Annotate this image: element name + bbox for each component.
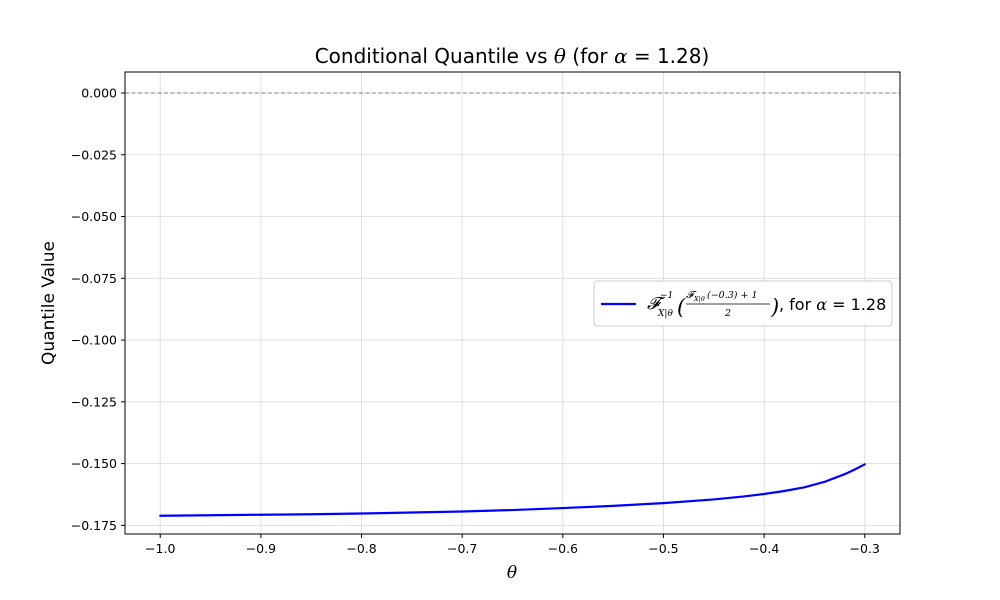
svg-text:(: (	[677, 295, 686, 319]
y-tick-label: −0.075	[71, 271, 117, 286]
y-tick-label: 0.000	[81, 86, 117, 101]
y-axis-ticks: 0.000 −0.025 −0.050 −0.075 −0.100 −0.125 −0.15…	[71, 86, 125, 533]
y-tick-label: −0.175	[71, 518, 117, 533]
y-tick-label: −0.025	[71, 147, 117, 162]
x-tick-label: −1.0	[145, 541, 175, 556]
x-tick-label: −0.7	[447, 541, 477, 556]
legend-label: , for α = 1.28	[779, 295, 886, 314]
y-tick-label: −0.100	[71, 333, 117, 348]
series-line	[159, 463, 866, 517]
x-tick-label: −0.6	[548, 541, 578, 556]
x-tick-label: −0.8	[346, 541, 376, 556]
svg-text:X|θ: X|θ	[693, 295, 705, 303]
x-axis-ticks: −1.0 −0.9 −0.8 −0.7 −0.6 −0.5 −0.4 −0.3	[145, 534, 880, 556]
chart-title: Conditional Quantile vs θ (for α = 1.28)	[315, 44, 710, 68]
y-tick-label: −0.125	[71, 394, 117, 409]
plot-frame	[124, 71, 901, 535]
y-tick-label: −0.150	[71, 456, 117, 471]
svg-text:2: 2	[724, 308, 731, 319]
svg-text:(−0.3) + 1: (−0.3) + 1	[707, 290, 758, 301]
svg-text:X|θ: X|θ	[657, 309, 673, 319]
y-axis-label: Quantile Value	[39, 241, 59, 365]
x-tick-label: −0.9	[246, 541, 276, 556]
x-tick-label: −0.5	[648, 541, 678, 556]
y-tick-label: −0.050	[71, 209, 117, 224]
x-tick-label: −0.3	[850, 541, 880, 556]
svg-text:−1: −1	[660, 291, 673, 301]
x-axis-label: θ	[507, 563, 517, 583]
y-gridlines	[125, 92, 900, 526]
legend-box	[593, 280, 893, 327]
x-tick-label: −0.4	[749, 541, 779, 556]
legend-formula: 𝓕 −1 X|θ ( 𝓕 X|θ (−0.3) + 1 2 )	[647, 290, 779, 319]
svg-text:𝓕: 𝓕	[686, 290, 697, 301]
svg-text:): )	[770, 295, 779, 319]
legend: 𝓕 −1 X|θ ( 𝓕 X|θ (−0.3) + 1 2 ) , for α …	[593, 280, 893, 327]
